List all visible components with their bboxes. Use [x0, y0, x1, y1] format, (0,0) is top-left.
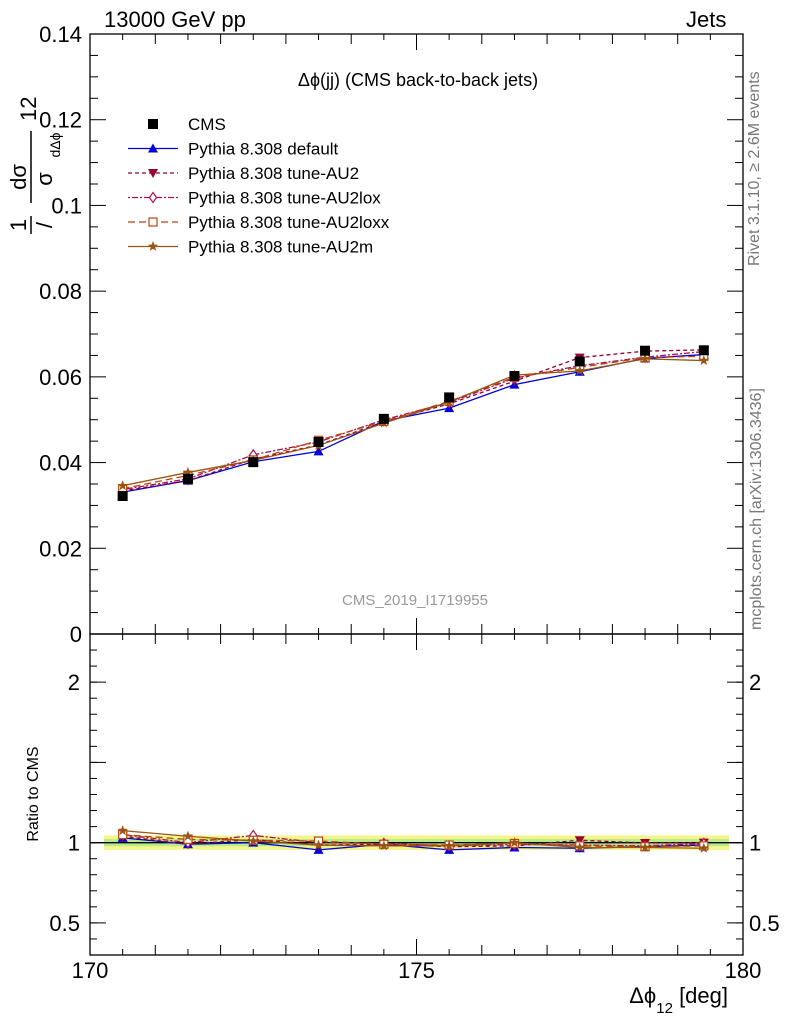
series-3-main-line [122, 355, 704, 490]
main-y-tick-label: 0.1 [51, 193, 82, 218]
y-label-dsigma: dσ [6, 164, 31, 190]
series-4-ratio-line [122, 829, 704, 849]
x-tick-label: 170 [72, 958, 109, 983]
cms-data-point [378, 413, 389, 424]
ratio-y-tick-label-left: 0.5 [49, 911, 80, 936]
ratio-plot-frame [89, 633, 744, 956]
cms-data-point [444, 392, 455, 403]
main-y-tick-label: 0.04 [39, 451, 82, 476]
cms-data-point [117, 491, 128, 501]
legend-label: Pythia 8.308 tune-AU2lox [188, 189, 381, 208]
ratio-y-tick-label-right: 2 [749, 670, 761, 695]
y-label-one: 1 [6, 219, 31, 231]
legend-label: Pythia 8.308 tune-AU2 [188, 164, 359, 183]
series-0-main-point [313, 446, 324, 456]
series-4-main-point [574, 365, 585, 376]
x-tick-label: 175 [398, 958, 435, 983]
header-left-label: 13000 GeV pp [104, 7, 246, 32]
legend-marker [148, 169, 158, 178]
main-y-tick-label: 0.06 [39, 365, 82, 390]
series-4-main-point [117, 480, 128, 491]
cms-data-point [509, 371, 520, 381]
series-4-ratio-point [509, 837, 520, 848]
legend-marker [148, 119, 158, 129]
main-y-tick-label: 0.02 [39, 536, 82, 561]
y-label-sub: dΔϕ [47, 132, 63, 157]
series-4-ratio-point [574, 842, 585, 852]
legend-marker [148, 191, 158, 204]
x-tick-label: 180 [725, 958, 762, 983]
ratio-y-tick-label-left: 1 [68, 831, 80, 856]
series-4-ratio-point [639, 842, 651, 852]
legend-label: CMS [188, 115, 226, 134]
header-right-label: Jets [686, 7, 727, 32]
legend-marker [148, 217, 158, 227]
series-4-ratio-point [117, 825, 128, 836]
series-4-ratio-point [698, 842, 710, 853]
legend-label: Pythia 8.308 default [188, 140, 339, 159]
legend-marker [147, 241, 159, 251]
cms-data-point [313, 437, 324, 447]
main-y-tick-label: 0.08 [39, 279, 82, 304]
ratio-y-axis-label: Ratio to CMS [25, 746, 42, 841]
series-3-ratio-line [122, 833, 704, 848]
legend-label: Pythia 8.308 tune-AU2m [188, 238, 373, 257]
series-4-main-point [182, 466, 194, 477]
series-4-main-point [698, 355, 710, 365]
y-label-unit: 12 [16, 97, 41, 121]
x-axis-label: Δϕ12 [deg] [629, 983, 728, 1017]
analysis-watermark: CMS_2019_I1719955 [342, 592, 488, 609]
cms-data-point [698, 345, 709, 356]
legend-label: Pythia 8.308 tune-AU2loxx [188, 213, 390, 232]
series-4-main-point [639, 353, 651, 364]
series-4-main-line [122, 358, 704, 487]
main-y-tick-label: 0.12 [39, 108, 82, 133]
chart-title: Δϕ(jj) (CMS back-to-back jets) [298, 70, 538, 90]
legend-marker [148, 143, 158, 153]
cms-data-point [248, 457, 259, 468]
cms-data-point [182, 473, 193, 484]
main-y-tick-label: 0.14 [39, 22, 82, 47]
main-y-axis-label: 1/ dσ σ dΔϕ 12 [6, 97, 63, 234]
ratio-y-tick-label-left: 2 [68, 670, 80, 695]
cms-data-point [640, 345, 651, 356]
series-4-ratio-point [313, 839, 324, 850]
ratio-y-tick-label-right: 1 [749, 831, 761, 856]
series-4-ratio-point [378, 840, 390, 851]
y-label-dphi: σ [32, 172, 57, 186]
series-2-ratio-line [122, 833, 704, 847]
series-4-ratio-point [182, 830, 194, 841]
series-4-ratio-point [443, 840, 455, 851]
main-y-tick-label: 0 [70, 622, 82, 647]
y-label-sigma: / [32, 221, 57, 228]
ratio-y-tick-label-right: 0.5 [749, 911, 780, 936]
cms-data-point [574, 356, 585, 367]
series-4-ratio-point [248, 835, 259, 846]
